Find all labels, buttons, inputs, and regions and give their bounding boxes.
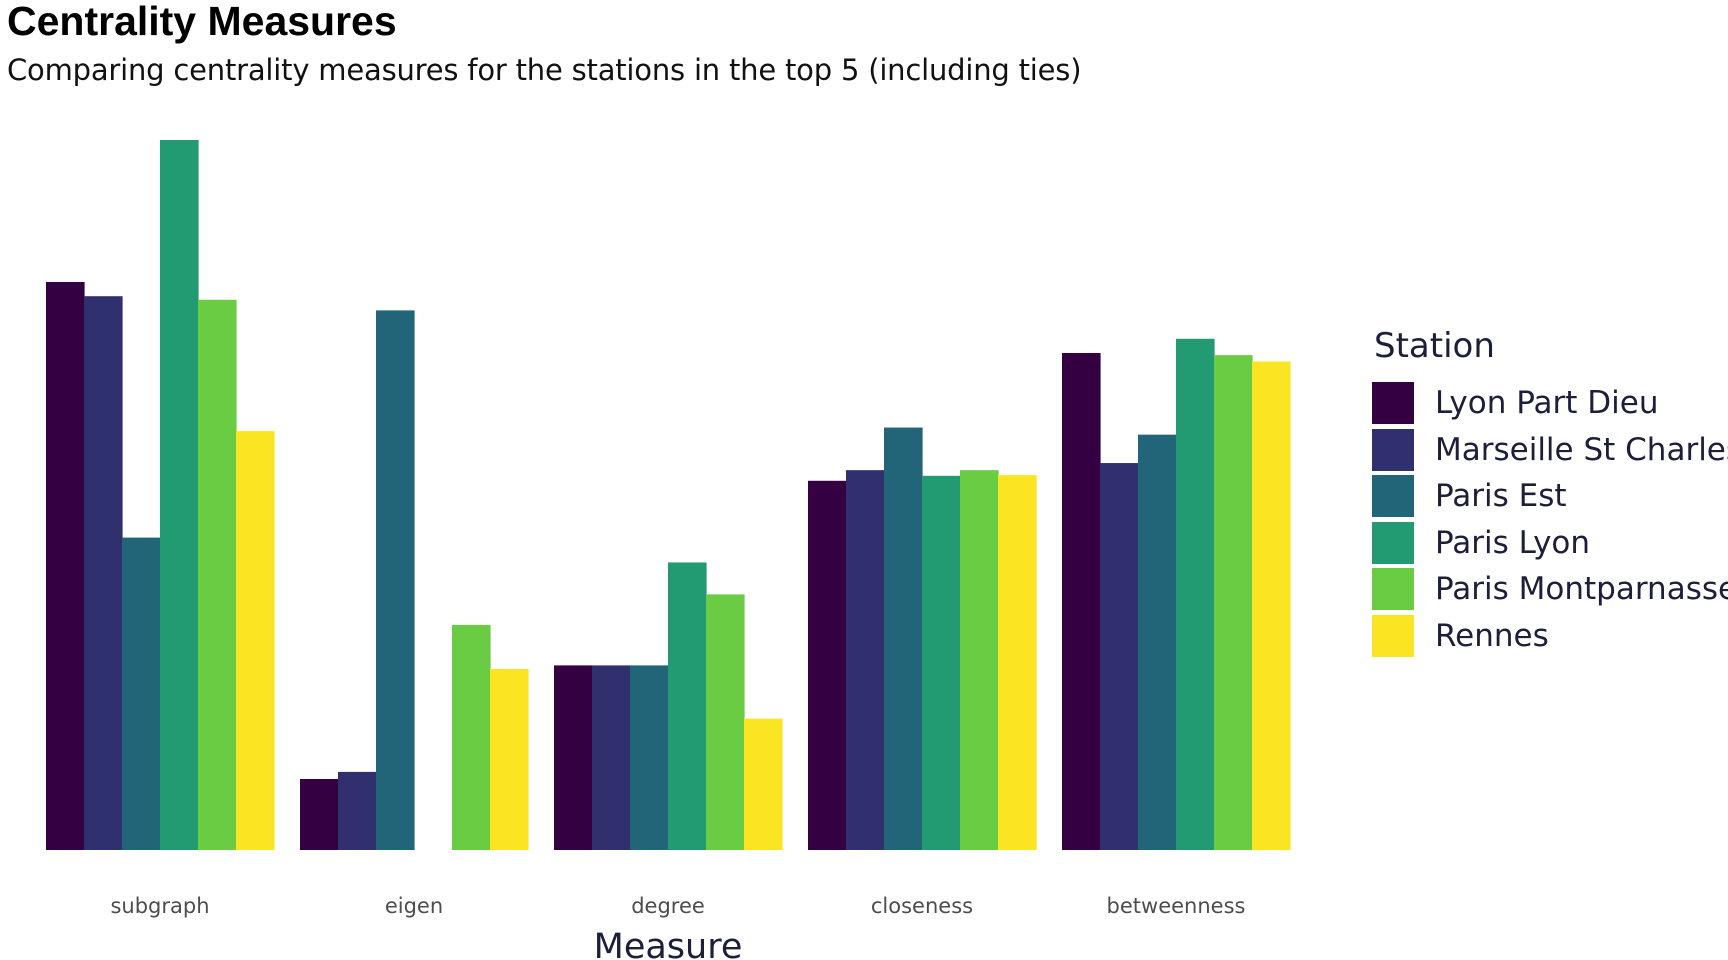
bar-subgraph-rennes (236, 431, 275, 850)
legend-swatch (1372, 614, 1414, 657)
bar-degree-paris-montparnasse (706, 594, 745, 850)
bar-degree-paris-lyon (668, 562, 707, 850)
x-tick-label-betweenness: betweenness (1107, 894, 1246, 918)
bar-eigen-rennes (490, 668, 529, 850)
bar-closeness-paris-est (884, 427, 923, 850)
legend-label: Paris Lyon (1435, 524, 1591, 561)
bar-eigen-lyon-part-dieu (300, 779, 339, 850)
bar-subgraph-marseille-st-charles (84, 296, 123, 850)
legend-swatch (1372, 382, 1414, 425)
legend-item-paris-lyon: Paris Lyon (1372, 520, 1728, 567)
bar-eigen-marseille-st-charles (338, 771, 377, 850)
bar-betweenness-paris-montparnasse (1214, 355, 1253, 850)
legend-items: Lyon Part Dieu Marseille St Charles Paris … (1372, 380, 1728, 659)
legend: Station Lyon Part Dieu Marseille St Charl… (1372, 326, 1728, 659)
legend-label: Paris Montparnasse (1435, 571, 1728, 608)
x-tick-label-subgraph: subgraph (110, 894, 209, 918)
legend-item-paris-montparnasse: Paris Montparnasse (1372, 566, 1728, 613)
bar-subgraph-paris-lyon (160, 140, 199, 850)
bar-closeness-lyon-part-dieu (808, 480, 847, 850)
bar-degree-rennes (744, 718, 783, 850)
x-axis-title: Measure (594, 927, 743, 960)
legend-swatch (1372, 521, 1414, 564)
chart-title: Centrality Measures (7, 0, 397, 44)
chart-subtitle: Comparing centrality measures for the st… (7, 53, 1082, 87)
bar-closeness-paris-lyon (922, 475, 961, 850)
bar-betweenness-paris-lyon (1176, 338, 1215, 850)
bar-closeness-marseille-st-charles (846, 470, 885, 850)
x-tick-labels: subgraph eigen degree closeness betweenness (110, 894, 1245, 918)
legend-label: Lyon Part Dieu (1435, 385, 1659, 422)
legend-item-lyon-part-dieu: Lyon Part Dieu (1372, 380, 1728, 427)
bar-degree-paris-est (630, 665, 669, 850)
x-tick-label-degree: degree (631, 894, 705, 918)
bar-closeness-paris-montparnasse (960, 470, 999, 850)
bar-eigen-paris-est (376, 310, 415, 850)
legend-swatch (1372, 428, 1414, 471)
bar-subgraph-paris-montparnasse (198, 299, 237, 850)
x-tick-label-eigen: eigen (385, 894, 443, 918)
legend-label: Rennes (1435, 617, 1549, 654)
legend-item-marseille-st-charles: Marseille St Charles (1372, 427, 1728, 474)
bar-betweenness-lyon-part-dieu (1062, 353, 1101, 850)
legend-swatch (1372, 568, 1414, 611)
bar-subgraph-lyon-part-dieu (46, 282, 85, 850)
bar-subgraph-paris-est (122, 537, 161, 850)
x-tick-label-closeness: closeness (871, 894, 973, 918)
bars-layer (46, 140, 1291, 850)
bar-betweenness-rennes (1252, 361, 1291, 850)
bar-chart-plot: subgraph eigen degree closeness betweenness … (46, 140, 1291, 960)
legend-item-paris-est: Paris Est (1372, 473, 1728, 520)
legend-label: Paris Est (1435, 478, 1567, 515)
legend-item-rennes: Rennes (1372, 613, 1728, 660)
bar-degree-lyon-part-dieu (554, 665, 593, 850)
legend-title: Station (1374, 326, 1495, 366)
bar-betweenness-marseille-st-charles (1100, 463, 1139, 850)
bar-eigen-paris-montparnasse (452, 624, 491, 850)
legend-label: Marseille St Charles (1435, 431, 1728, 468)
legend-swatch (1372, 475, 1414, 518)
bar-betweenness-paris-est (1138, 434, 1177, 850)
bar-degree-marseille-st-charles (592, 665, 631, 850)
bar-closeness-rennes (998, 475, 1037, 850)
